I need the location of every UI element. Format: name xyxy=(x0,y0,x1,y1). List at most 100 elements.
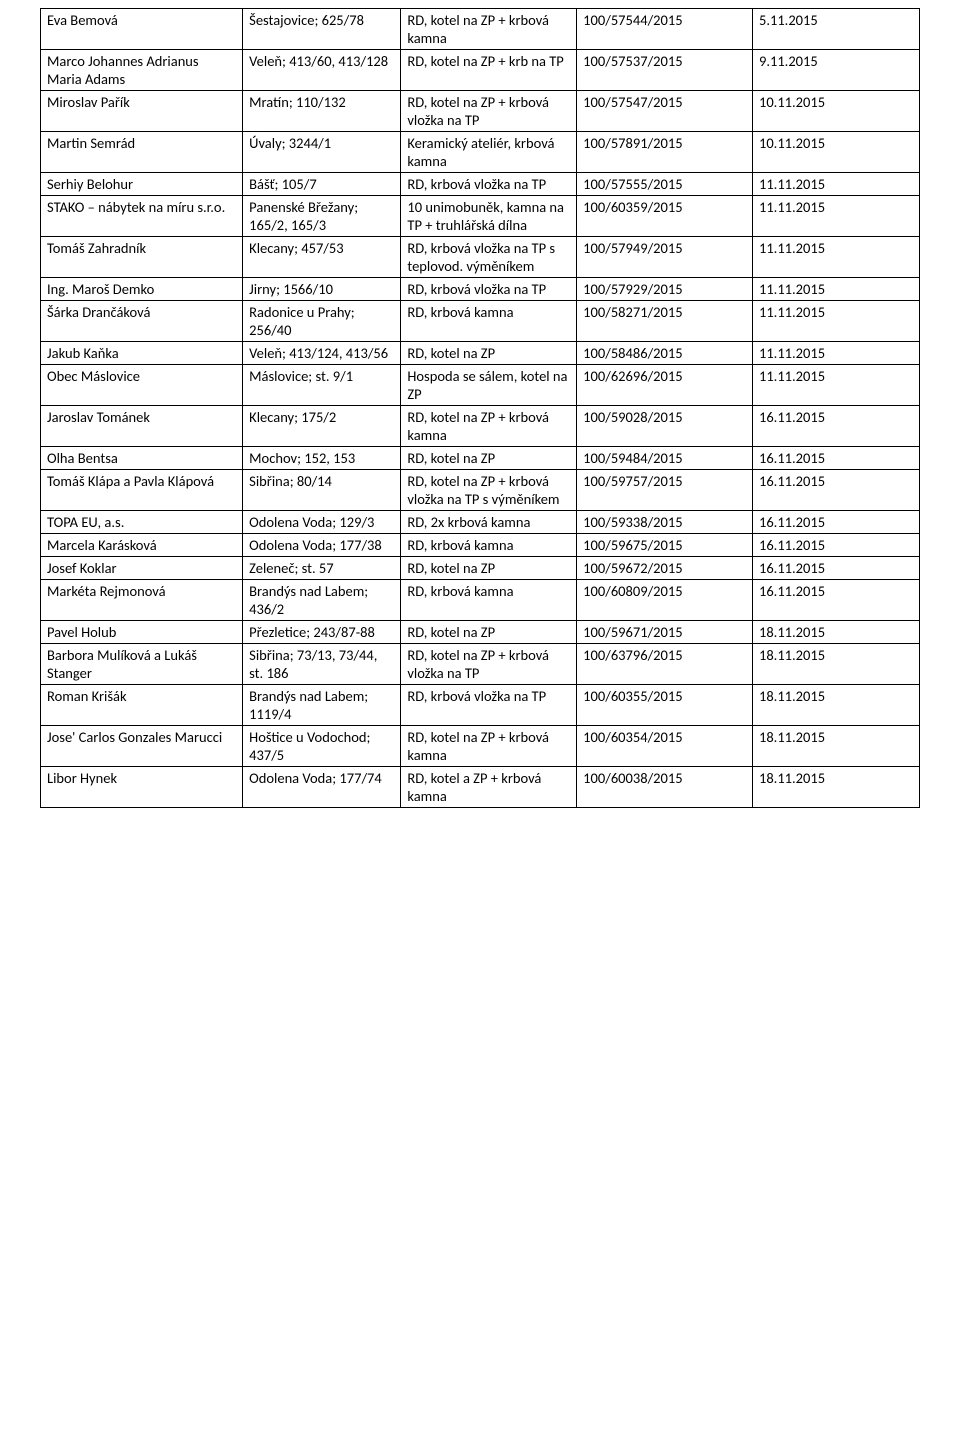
table-cell: RD, kotel na ZP + krbová kamna xyxy=(401,9,577,50)
table-row: Jaroslav TománekKlecany; 175/2RD, kotel … xyxy=(41,406,920,447)
table-cell: Odolena Voda; 129/3 xyxy=(243,511,401,534)
table-row: Martin SemrádÚvaly; 3244/1Keramický atel… xyxy=(41,132,920,173)
table-cell: RD, kotel a ZP + krbová kamna xyxy=(401,767,577,808)
table-row: TOPA EU, a.s.Odolena Voda; 129/3RD, 2x k… xyxy=(41,511,920,534)
table-cell: 100/59675/2015 xyxy=(577,534,753,557)
table-row: Josef KoklarZeleneč; st. 57RD, kotel na … xyxy=(41,557,920,580)
table-cell: Jose' Carlos Gonzales Marucci xyxy=(41,726,243,767)
table-row: Ing. Maroš DemkoJirny; 1566/10RD, krbová… xyxy=(41,278,920,301)
table-cell: Brandýs nad Labem; 1119/4 xyxy=(243,685,401,726)
table-cell: TOPA EU, a.s. xyxy=(41,511,243,534)
table-cell: 100/59028/2015 xyxy=(577,406,753,447)
table-cell: RD, kotel na ZP + krbová vložka na TP s … xyxy=(401,470,577,511)
table-cell: Odolena Voda; 177/74 xyxy=(243,767,401,808)
table-cell: 100/57547/2015 xyxy=(577,91,753,132)
table-row: Roman KrišákBrandýs nad Labem; 1119/4RD,… xyxy=(41,685,920,726)
table-cell: Markéta Rejmonová xyxy=(41,580,243,621)
table-row: Miroslav PaříkMratín; 110/132RD, kotel n… xyxy=(41,91,920,132)
table-cell: Máslovice; st. 9/1 xyxy=(243,365,401,406)
table-cell: 18.11.2015 xyxy=(752,685,919,726)
table-cell: 11.11.2015 xyxy=(752,342,919,365)
table-cell: RD, krbová vložka na TP xyxy=(401,278,577,301)
table-cell: RD, kotel na ZP xyxy=(401,447,577,470)
table-cell: RD, kotel na ZP + krbová kamna xyxy=(401,726,577,767)
table-cell: RD, kotel na ZP + krbová vložka na TP xyxy=(401,91,577,132)
table-cell: 100/60809/2015 xyxy=(577,580,753,621)
table-cell: 100/57929/2015 xyxy=(577,278,753,301)
table-cell: Hoštice u Vodochod; 437/5 xyxy=(243,726,401,767)
table-cell: Pavel Holub xyxy=(41,621,243,644)
table-cell: Eva Bemová xyxy=(41,9,243,50)
table-cell: Odolena Voda; 177/38 xyxy=(243,534,401,557)
table-cell: Mochov; 152, 153 xyxy=(243,447,401,470)
table-row: Markéta RejmonováBrandýs nad Labem; 436/… xyxy=(41,580,920,621)
table-cell: Sibřina; 73/13, 73/44, st. 186 xyxy=(243,644,401,685)
table-cell: 100/62696/2015 xyxy=(577,365,753,406)
table-cell: 100/60038/2015 xyxy=(577,767,753,808)
records-table: Eva BemováŠestajovice; 625/78RD, kotel n… xyxy=(40,8,920,808)
table-cell: Ing. Maroš Demko xyxy=(41,278,243,301)
table-cell: Zeleneč; st. 57 xyxy=(243,557,401,580)
table-cell: Keramický ateliér, krbová kamna xyxy=(401,132,577,173)
table-cell: 18.11.2015 xyxy=(752,644,919,685)
table-cell: Panenské Břežany; 165/2, 165/3 xyxy=(243,196,401,237)
table-cell: 5.11.2015 xyxy=(752,9,919,50)
table-row: STAKO – nábytek na míru s.r.o.Panenské B… xyxy=(41,196,920,237)
table-cell: Barbora Mulíková a Lukáš Stanger xyxy=(41,644,243,685)
table-cell: 100/58486/2015 xyxy=(577,342,753,365)
table-row: Tomáš Klápa a Pavla KlápováSibřina; 80/1… xyxy=(41,470,920,511)
table-cell: 16.11.2015 xyxy=(752,557,919,580)
table-cell: 100/60354/2015 xyxy=(577,726,753,767)
table-cell: Veleň; 413/60, 413/128 xyxy=(243,50,401,91)
table-cell: RD, kotel na ZP + krbová kamna xyxy=(401,406,577,447)
table-row: Marcela KaráskováOdolena Voda; 177/38RD,… xyxy=(41,534,920,557)
table-cell: Mratín; 110/132 xyxy=(243,91,401,132)
table-row: Olha BentsaMochov; 152, 153RD, kotel na … xyxy=(41,447,920,470)
table-cell: 9.11.2015 xyxy=(752,50,919,91)
table-row: Libor HynekOdolena Voda; 177/74RD, kotel… xyxy=(41,767,920,808)
table-cell: 11.11.2015 xyxy=(752,365,919,406)
table-cell: 16.11.2015 xyxy=(752,511,919,534)
table-row: Obec MásloviceMáslovice; st. 9/1Hospoda … xyxy=(41,365,920,406)
table-cell: RD, krbová vložka na TP s teplovod. výmě… xyxy=(401,237,577,278)
table-cell: Roman Krišák xyxy=(41,685,243,726)
table-cell: 100/60355/2015 xyxy=(577,685,753,726)
table-cell: RD, kotel na ZP xyxy=(401,557,577,580)
table-cell: STAKO – nábytek na míru s.r.o. xyxy=(41,196,243,237)
table-cell: Veleň; 413/124, 413/56 xyxy=(243,342,401,365)
table-row: Šárka DrančákováRadonice u Prahy; 256/40… xyxy=(41,301,920,342)
table-cell: Sibřina; 80/14 xyxy=(243,470,401,511)
table-cell: Olha Bentsa xyxy=(41,447,243,470)
table-cell: 100/57555/2015 xyxy=(577,173,753,196)
table-cell: 16.11.2015 xyxy=(752,534,919,557)
table-cell: Josef Koklar xyxy=(41,557,243,580)
table-cell: RD, 2x krbová kamna xyxy=(401,511,577,534)
table-cell: 100/63796/2015 xyxy=(577,644,753,685)
table-cell: Obec Máslovice xyxy=(41,365,243,406)
table-cell: 100/59338/2015 xyxy=(577,511,753,534)
table-cell: Jirny; 1566/10 xyxy=(243,278,401,301)
table-cell: RD, kotel na ZP + krbová vložka na TP xyxy=(401,644,577,685)
table-cell: 10 unimobuněk, kamna na TP + truhlářská … xyxy=(401,196,577,237)
table-cell: Klecany; 457/53 xyxy=(243,237,401,278)
table-row: Marco Johannes Adrianus Maria AdamsVeleň… xyxy=(41,50,920,91)
table-cell: 18.11.2015 xyxy=(752,621,919,644)
table-cell: 100/59484/2015 xyxy=(577,447,753,470)
table-row: Jakub KaňkaVeleň; 413/124, 413/56RD, kot… xyxy=(41,342,920,365)
table-cell: RD, krbová vložka na TP xyxy=(401,173,577,196)
table-cell: Marcela Karásková xyxy=(41,534,243,557)
table-cell: 16.11.2015 xyxy=(752,447,919,470)
table-cell: 100/57537/2015 xyxy=(577,50,753,91)
table-cell: 100/59671/2015 xyxy=(577,621,753,644)
table-cell: Jaroslav Tománek xyxy=(41,406,243,447)
table-cell: Martin Semrád xyxy=(41,132,243,173)
table-cell: Serhiy Belohur xyxy=(41,173,243,196)
table-cell: 100/57891/2015 xyxy=(577,132,753,173)
table-cell: Přezletice; 243/87-88 xyxy=(243,621,401,644)
table-row: Pavel HolubPřezletice; 243/87-88RD, kote… xyxy=(41,621,920,644)
table-cell: 16.11.2015 xyxy=(752,470,919,511)
table-cell: 100/57544/2015 xyxy=(577,9,753,50)
table-cell: 100/59757/2015 xyxy=(577,470,753,511)
table-cell: Marco Johannes Adrianus Maria Adams xyxy=(41,50,243,91)
table-cell: Úvaly; 3244/1 xyxy=(243,132,401,173)
